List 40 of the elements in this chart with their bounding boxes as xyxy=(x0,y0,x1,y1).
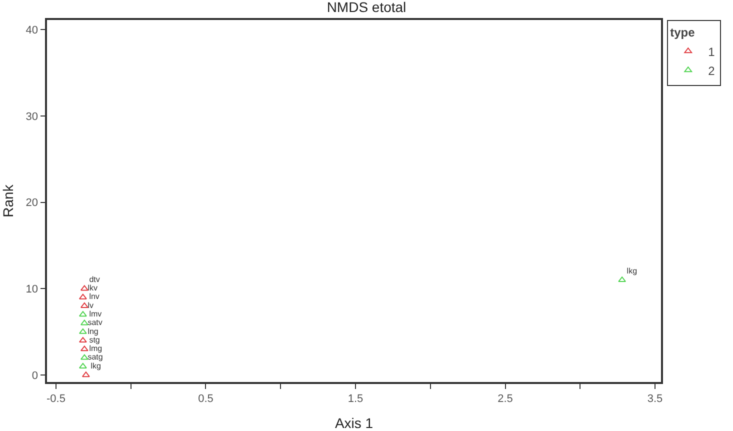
point xyxy=(78,294,87,300)
x-tick-label: 3.5 xyxy=(647,392,663,405)
y-axis-title: Rank xyxy=(0,184,16,218)
data-label: lkv xyxy=(88,284,98,293)
point xyxy=(80,285,88,291)
point xyxy=(80,302,88,308)
data-label: satv xyxy=(88,318,102,328)
data-label: lv xyxy=(88,300,94,310)
x-axis-title: Axis 1 xyxy=(334,415,374,431)
data-label: lmv xyxy=(89,310,102,318)
point xyxy=(80,346,88,352)
data-label: lmg xyxy=(89,344,102,354)
point xyxy=(78,328,87,334)
chart-title: NMDS etotal xyxy=(326,0,406,15)
point xyxy=(80,320,88,326)
point xyxy=(80,354,88,360)
y-tick-label: 20 xyxy=(26,197,38,210)
legend-label: 1 xyxy=(708,44,716,59)
point xyxy=(78,337,87,343)
point xyxy=(78,311,87,317)
x-tick-label: 2.5 xyxy=(498,392,513,405)
data-label: lkg xyxy=(90,361,101,370)
x-tick-label: 0.5 xyxy=(198,392,214,405)
data-label: lnv xyxy=(89,292,100,302)
legend-title: type xyxy=(670,26,696,40)
data-label: lkg xyxy=(626,266,638,276)
y-tick-label: 10 xyxy=(26,284,38,296)
data-label: stg xyxy=(89,335,100,344)
data-label: lng xyxy=(88,326,98,336)
x-tick-label: -0.5 xyxy=(46,392,66,405)
y-tick-label: 0 xyxy=(32,370,38,382)
y-tick-label: 30 xyxy=(26,110,38,123)
data-label: satg xyxy=(88,352,103,362)
legend-label: 2 xyxy=(708,64,716,78)
x-tick-label: 1.5 xyxy=(348,392,364,405)
y-tick-label: 40 xyxy=(26,24,38,36)
data-label: dtv xyxy=(89,274,100,284)
point xyxy=(82,372,90,378)
point xyxy=(618,276,626,282)
point xyxy=(78,362,87,368)
